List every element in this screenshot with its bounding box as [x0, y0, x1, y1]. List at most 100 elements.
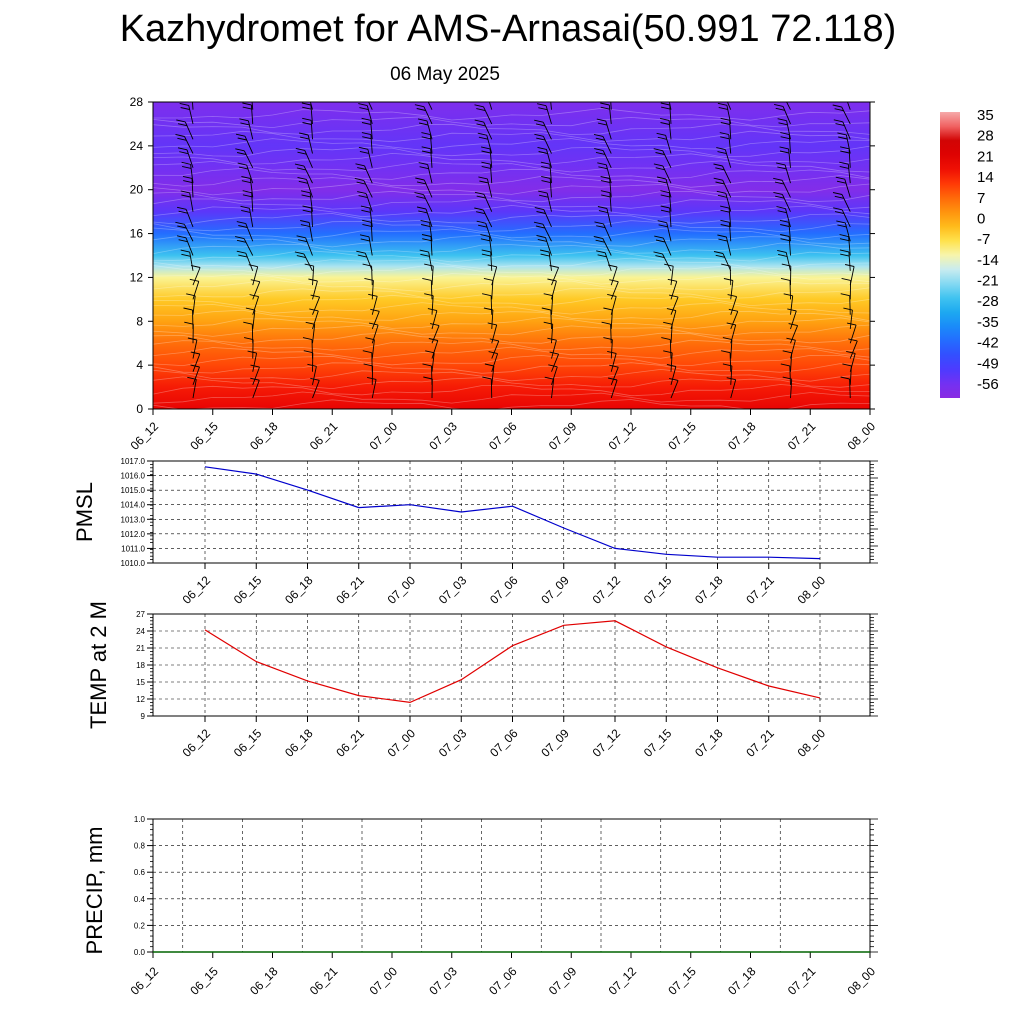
wind-barb-staff	[365, 193, 373, 212]
isotherm-line	[153, 138, 870, 151]
colorbar-label: -35	[977, 314, 999, 331]
wind-barb-staff	[243, 150, 254, 168]
wind-barb-flag	[776, 206, 786, 210]
wind-barb-staff	[670, 324, 673, 344]
wind-barb-staff	[427, 102, 433, 110]
wind-barb-staff	[902, 224, 910, 241]
wind-barb-flag	[841, 277, 851, 281]
wind-barb-flag	[245, 307, 255, 311]
wind-barb-flag	[297, 151, 307, 155]
wind-barb-flag	[539, 194, 549, 198]
wind-barb-staff	[782, 106, 791, 125]
wind-barb-flag	[664, 263, 674, 267]
wind-barb-flag	[593, 133, 604, 137]
wind-barb-staff	[184, 136, 194, 154]
wind-barb-staff	[312, 266, 315, 286]
wind-barb-flag	[418, 162, 428, 166]
wind-barb-flag	[600, 190, 610, 194]
wind-barb-flag	[609, 279, 619, 283]
wind-barb-flag	[597, 254, 607, 258]
wind-barb-flag	[718, 106, 728, 110]
wind-barb-staff	[366, 105, 373, 125]
wind-barb-flag	[302, 122, 312, 125]
wind-barb-flag	[487, 264, 497, 268]
wind-barb-staff	[303, 165, 313, 184]
wind-barb-staff	[842, 121, 851, 140]
wind-barb-flag	[238, 225, 248, 228]
wind-barb-flag	[654, 235, 664, 239]
wind-barb-staff	[312, 324, 316, 344]
isotherm-line	[153, 339, 870, 352]
isotherm-line	[153, 362, 870, 374]
wind-barb-flag	[420, 253, 430, 257]
wind-barb-staff	[243, 238, 254, 256]
wind-barb-flag	[534, 133, 544, 137]
wind-barb-flag	[414, 192, 424, 196]
precip-panel: 1.0 0.8 0.6 0.4 0.2 0.0 06_12 06_15 06_18 06_21 07…	[82, 815, 878, 998]
wind-barb-staff	[483, 121, 493, 140]
wind-barb-flag	[482, 376, 492, 380]
wind-barb-flag	[773, 91, 782, 93]
wind-barb-flag	[419, 166, 429, 170]
wind-barb-flag	[897, 147, 906, 149]
section-x-tick-label: 07_09	[546, 419, 580, 453]
wind-barb-flag	[840, 146, 850, 150]
wind-barb-flag	[720, 224, 730, 227]
wind-barb-flag	[536, 211, 546, 214]
wind-barb-staff	[488, 102, 493, 110]
wind-barb-flag	[183, 180, 193, 184]
wind-barb-flag	[242, 190, 252, 194]
wind-barb-staff	[308, 222, 313, 242]
wind-barb-staff	[603, 223, 612, 242]
wind-barb-staff	[310, 120, 313, 140]
wind-barb-flag	[846, 350, 856, 354]
wind-barb-staff	[244, 136, 254, 154]
wind-barb-flag	[720, 205, 730, 209]
wind-barb-flag	[295, 147, 305, 151]
wind-barb-staff	[427, 164, 433, 184]
wind-barb-flag	[657, 136, 667, 140]
wind-barb-flag	[776, 162, 786, 166]
wind-barb-flag	[655, 167, 665, 171]
wind-barb-staff	[491, 340, 500, 359]
wind-barb-flag	[176, 119, 186, 123]
isotherm-line	[153, 346, 870, 360]
wind-barb-staff	[610, 324, 612, 344]
wind-barb-flag	[421, 150, 432, 154]
wind-barb-flag	[896, 108, 905, 110]
wind-barb-staff	[192, 281, 200, 300]
wind-barb-flag	[835, 123, 845, 127]
isotherm-line	[153, 391, 870, 404]
isotherm-line	[153, 213, 870, 226]
wind-barb-flag	[894, 134, 903, 136]
wind-barb-staff	[910, 310, 911, 329]
wind-barb-staff	[191, 178, 194, 198]
wind-barb-flag	[536, 235, 546, 238]
wind-barb-flag	[541, 180, 551, 184]
wind-barb-flag	[421, 224, 431, 227]
temperature-section-panel: 0 4 8 12 16 20 24 28 06_12 06_15 06_18 06_21 07_00 07…	[128, 91, 912, 453]
wind-barb-flag	[598, 210, 608, 214]
wind-barb-flag	[180, 249, 190, 253]
wind-barb-flag	[422, 363, 432, 367]
section-x-tick-label: 07_00	[367, 419, 401, 453]
wind-barb-staff	[730, 365, 733, 385]
wind-barb-flag	[242, 194, 252, 198]
wind-barb-staff	[430, 280, 433, 300]
x-tick-label: 06_12	[128, 964, 162, 998]
wind-barb-flag	[660, 117, 670, 121]
x-tick-label: 06_15	[231, 573, 265, 607]
wind-barb-flag	[716, 94, 725, 96]
wind-barb-flag	[534, 119, 544, 123]
wind-barb-staff	[482, 209, 493, 228]
wind-barb-flag	[300, 136, 310, 140]
wind-barb-staff	[430, 148, 433, 168]
wind-barb-flag	[182, 175, 193, 179]
wind-barb-staff	[186, 149, 194, 168]
wind-barb-flag	[360, 238, 370, 242]
wind-barb-flag	[420, 219, 430, 223]
wind-barb-staff	[251, 102, 254, 110]
colorbar-label: -21	[977, 273, 999, 290]
wind-barb-flag	[903, 322, 912, 324]
wind-barb-staff	[610, 367, 619, 386]
